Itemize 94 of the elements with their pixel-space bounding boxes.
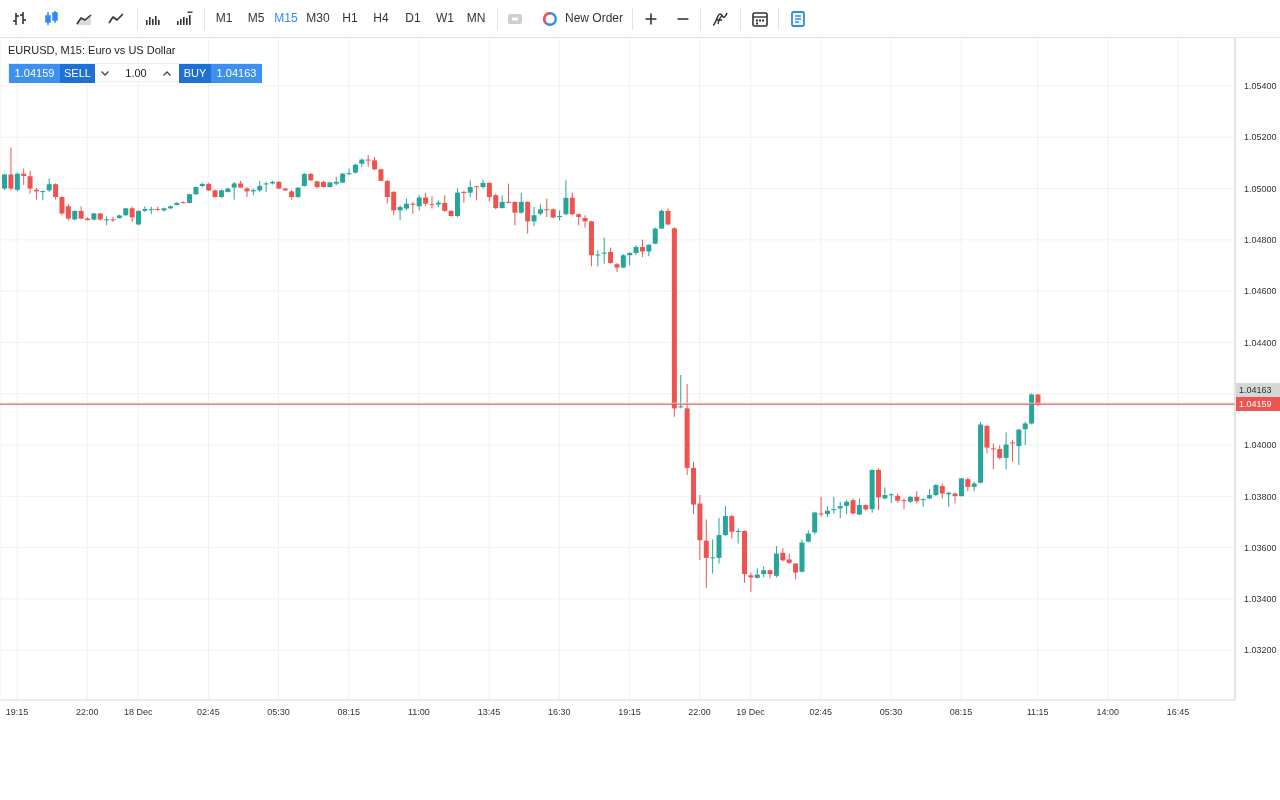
candlestick [110, 216, 116, 223]
text: H1 [342, 11, 358, 25]
candlestick [480, 179, 486, 190]
x-tick-label: 05:30 [879, 707, 903, 718]
candlestick [773, 545, 779, 578]
text: MN [466, 11, 486, 25]
y-tick-label: 1.03800 [1244, 491, 1277, 502]
candlestick [429, 195, 435, 210]
ref-line-label: 1.04159 [1239, 399, 1272, 410]
candlestick [454, 188, 460, 218]
candlestick [818, 496, 824, 518]
candlestick [27, 170, 33, 195]
candlestick [646, 243, 652, 257]
candlestick [346, 168, 352, 176]
candlestick [748, 572, 754, 593]
candlestick [59, 195, 65, 216]
x-tick-label: 14:00 [1096, 707, 1120, 718]
candlestick [557, 209, 563, 221]
annotation: 1.04159 [14, 67, 55, 79]
y-tick-label: 1.03600 [1244, 542, 1277, 553]
annotation: 1.00 [125, 67, 147, 79]
ref-line-label: 1.04163 [1239, 385, 1272, 396]
candlestick [1003, 431, 1009, 470]
candlestick [1009, 439, 1015, 463]
candlestick [531, 206, 537, 227]
candlestick [678, 374, 684, 409]
candlestick [722, 505, 728, 537]
y-tick-label: 1.04800 [1244, 235, 1277, 246]
candlestick [499, 194, 505, 210]
candlestick [263, 181, 269, 193]
candlestick [812, 511, 818, 536]
annotation: BUY [183, 67, 207, 79]
y-tick-label: 1.05400 [1244, 81, 1277, 92]
y-tick-label: 1.04000 [1244, 440, 1277, 451]
x-tick-label: 08:15 [949, 707, 973, 718]
candlestick [920, 497, 926, 508]
text: M15 [274, 11, 298, 25]
x-tick-label: 19:15 [618, 707, 641, 718]
candlestick [703, 518, 709, 589]
candlestick [710, 538, 716, 575]
y-tick-label: 1.03200 [1244, 645, 1277, 656]
x-tick-label: 22:00 [688, 707, 711, 718]
text: W1 [436, 11, 454, 25]
text: H4 [373, 11, 389, 25]
candlestick [595, 249, 601, 267]
candlestick [614, 262, 620, 273]
x-tick-label: 18 Dec [123, 707, 153, 718]
x-tick-label: 19:15 [5, 707, 29, 718]
y-tick-label: 1.03400 [1244, 594, 1277, 605]
text: M5 [247, 11, 265, 25]
candlestick [831, 496, 837, 515]
y-tick-label: 1.05200 [1244, 132, 1277, 143]
x-tick-label: 19 Dec [736, 707, 766, 718]
x-tick-label: 13:45 [477, 707, 501, 718]
candlestick [474, 185, 480, 201]
candlestick [563, 179, 569, 216]
candlestick [716, 517, 722, 565]
x-tick-label: 05:30 [267, 707, 290, 718]
candlestick [410, 201, 416, 215]
candlestick [461, 190, 467, 204]
candlestick [518, 192, 524, 215]
text: EURUSD, M15: Euro vs US Dollar [8, 44, 176, 56]
annotation: 1.04163 [216, 67, 257, 79]
x-tick-label: 22:00 [75, 707, 99, 718]
text: New Order [565, 11, 624, 25]
candlestick [161, 207, 167, 213]
candlestick [901, 497, 907, 510]
candlestick [601, 237, 607, 265]
x-tick-label: 16:30 [547, 707, 571, 718]
x-tick-label: 02:45 [197, 707, 220, 718]
text: M30 [306, 11, 330, 25]
x-tick-label: 02:45 [809, 707, 833, 718]
y-tick-label: 1.04600 [1244, 286, 1277, 297]
text: M1 [215, 11, 233, 25]
candlestick [8, 147, 14, 191]
x-tick-label: 16:45 [1166, 707, 1190, 718]
annotation: SELL [64, 67, 91, 79]
y-tick-label: 1.05000 [1244, 183, 1277, 194]
candlestick [984, 424, 990, 455]
y-tick-label: 1.04400 [1244, 337, 1277, 348]
x-tick-label: 08:15 [337, 707, 360, 718]
candlestick [729, 514, 735, 539]
candlestick [14, 172, 20, 192]
candlestick [990, 443, 996, 470]
candlestick [40, 189, 46, 201]
x-tick-label: 11:00 [407, 707, 430, 718]
candlestick [1016, 428, 1022, 466]
text: D1 [405, 11, 421, 25]
candlestick [525, 200, 531, 235]
candlestick [544, 198, 550, 218]
candlestick [735, 527, 741, 545]
candlestick [569, 192, 575, 216]
candlestick [142, 205, 148, 213]
x-tick-label: 11:15 [1026, 707, 1049, 718]
